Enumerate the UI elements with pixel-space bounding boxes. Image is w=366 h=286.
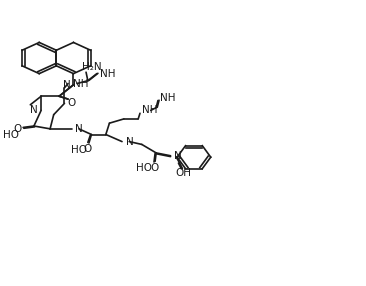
Text: O: O [84,144,92,154]
Text: N: N [63,80,71,90]
Text: N: N [30,106,37,116]
Text: N: N [174,151,182,161]
Text: H₂N: H₂N [82,61,101,72]
Text: NH: NH [100,69,116,79]
Text: NH: NH [160,93,175,103]
Text: HO: HO [135,164,152,174]
Text: O: O [150,164,158,174]
Text: O: O [68,98,76,108]
Text: OH: OH [175,168,191,178]
Text: N: N [75,124,83,134]
Text: HO: HO [71,145,87,155]
Text: NH: NH [142,106,157,116]
Text: O: O [14,124,22,134]
Text: N: N [126,137,133,147]
Text: NH: NH [74,79,89,89]
Text: HO: HO [3,130,19,140]
